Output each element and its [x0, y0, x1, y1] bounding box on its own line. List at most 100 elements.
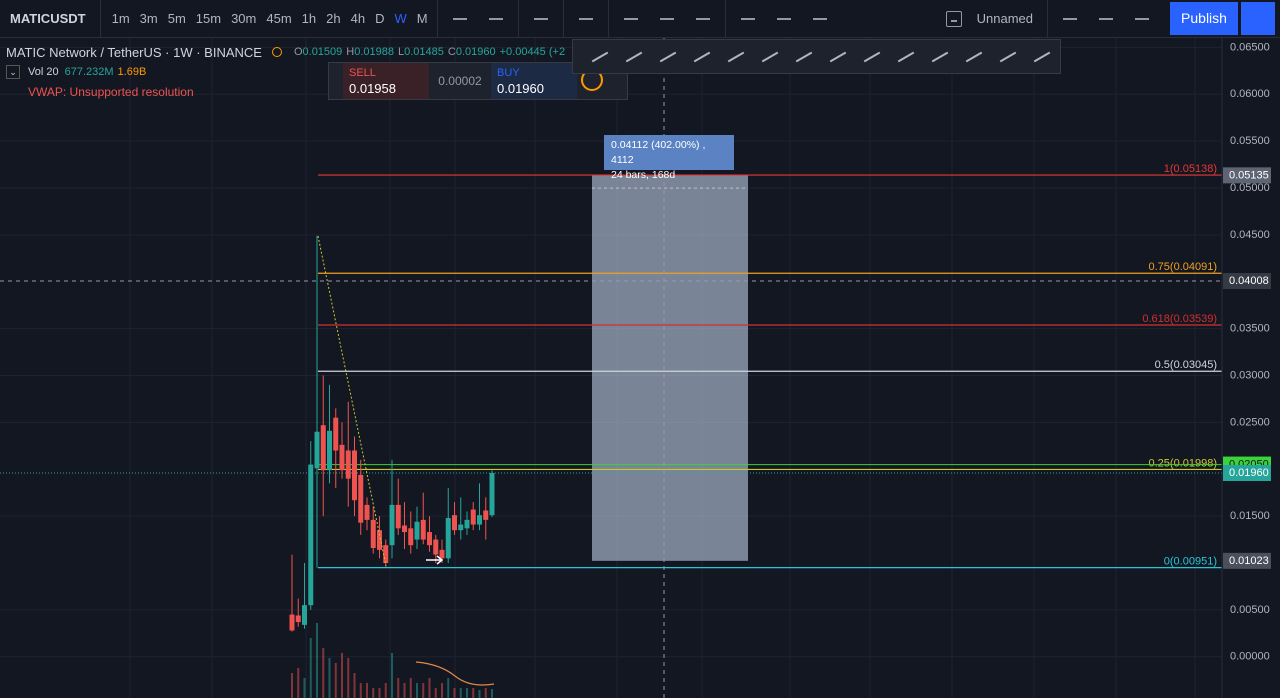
y-tick-label: 0.03000 [1230, 369, 1270, 381]
trade-panel: SELL 0.01958 0.00002 BUY 0.01960 [328, 62, 628, 100]
volume-bar [334, 663, 337, 698]
tool[interactable] [688, 47, 716, 67]
compare-button[interactable] [530, 10, 552, 28]
ohlc: O 0.01509 H 0.01988 L 0.01485 C 0.01960 [294, 46, 500, 58]
volume-bar [359, 683, 362, 698]
tool[interactable] [756, 47, 784, 67]
snapshot-button[interactable] [1131, 10, 1153, 28]
separator [517, 0, 519, 38]
separator [724, 0, 726, 38]
tool[interactable] [586, 47, 614, 67]
interval-button[interactable]: M [416, 11, 428, 26]
volume-value: 677.232M [64, 66, 114, 78]
tool[interactable] [960, 47, 988, 67]
bar-style-button[interactable] [485, 10, 507, 28]
publish-button[interactable]: Publish [1170, 2, 1238, 35]
sell-price: 0.01958 [349, 81, 396, 96]
interval-button[interactable]: 3m [139, 11, 158, 26]
volume-bar [372, 688, 375, 698]
tool[interactable] [722, 47, 750, 67]
candle-body [470, 509, 476, 525]
y-tick-label: 0.00500 [1230, 604, 1270, 616]
volume-bar [472, 688, 475, 698]
interval-button[interactable]: D [375, 11, 385, 26]
top-toolbar: MATICUSDT 1m 3m 5m 15m 30m 45m 1h 2h 4h D W M Unnam… [0, 0, 1280, 38]
tool[interactable] [926, 47, 954, 67]
play-button[interactable] [1241, 2, 1275, 35]
volume-bar [316, 623, 318, 698]
indicators-button[interactable] [575, 10, 597, 28]
price-axis [1222, 38, 1280, 698]
volume-label: Vol 20 [28, 66, 59, 78]
sell-label: SELL [349, 67, 376, 79]
interval-button[interactable]: 30m [231, 11, 257, 26]
collapse-button[interactable]: ⌄ [6, 65, 20, 79]
sell-button[interactable]: SELL 0.01958 [343, 63, 429, 99]
tool[interactable] [994, 47, 1022, 67]
candle-body [295, 615, 301, 623]
layout-button[interactable] [945, 10, 962, 27]
candle-body [302, 605, 307, 625]
fib-label: 0.618(0.03539) [1142, 313, 1217, 325]
alert-button[interactable] [692, 10, 714, 28]
interval-button[interactable]: 15m [195, 11, 222, 26]
settings-button[interactable] [1059, 10, 1081, 28]
candle-body [420, 519, 426, 540]
buy-label: BUY [497, 67, 520, 79]
tool[interactable] [654, 47, 682, 67]
volume-bar [347, 658, 350, 698]
volume-bar [309, 638, 312, 698]
status-dot [271, 47, 282, 57]
interval-button[interactable]: 45m [266, 11, 292, 26]
chart-type-button[interactable] [449, 10, 471, 28]
volume-bar [397, 678, 400, 698]
interval-button[interactable]: 1m [111, 11, 130, 26]
tool[interactable] [824, 47, 852, 67]
interval-button[interactable]: 2h [326, 11, 341, 26]
tool[interactable] [858, 47, 886, 67]
volume-bar [491, 689, 493, 698]
fullscreen-button[interactable] [1095, 10, 1117, 28]
interval-button[interactable]: 5m [167, 11, 186, 26]
candle-body [427, 532, 432, 546]
undo-button[interactable] [773, 10, 795, 28]
redo-button[interactable] [809, 10, 831, 28]
price-tag [1223, 167, 1271, 184]
tool[interactable] [620, 47, 648, 67]
candle-body [395, 504, 401, 529]
interval-button[interactable]: 1h [301, 11, 317, 26]
tool[interactable] [790, 47, 818, 67]
ohlc-label: H [346, 46, 355, 58]
templates-button[interactable] [656, 10, 678, 28]
replay-button[interactable] [737, 10, 759, 28]
candle-body [289, 614, 295, 631]
ohlc-label: C [447, 46, 456, 58]
volume-bar [447, 678, 450, 698]
interval-button[interactable]: W [394, 11, 407, 26]
candle-body [377, 530, 382, 550]
candle-body [352, 450, 357, 501]
ohlc-label: O [293, 46, 303, 58]
volume-bar [484, 688, 487, 698]
price-tag-label: 0.05135 [1229, 169, 1269, 181]
separator [607, 0, 609, 38]
interval-button[interactable]: 4h [350, 11, 366, 26]
separator [1047, 0, 1048, 38]
financials-button[interactable] [620, 10, 642, 28]
ohlc-value: 0.01988 [354, 46, 394, 58]
symbol[interactable]: MATICUSDT [0, 0, 101, 38]
volume-bar [378, 688, 381, 698]
layout-name[interactable]: Unnamed [976, 11, 1033, 26]
volume-bar [341, 653, 343, 698]
buy-button[interactable]: BUY 0.01960 [491, 63, 577, 99]
candle-body [477, 515, 482, 525]
volume-bar [353, 673, 356, 698]
candle-body [327, 430, 332, 471]
volume-bar [322, 648, 325, 698]
measure-tooltip: 0.04112 (402.00%) , 4112 24 bars, 168d [604, 135, 734, 181]
candle-body [402, 525, 407, 533]
tool[interactable] [1028, 47, 1056, 67]
tool[interactable] [892, 47, 920, 67]
drawing-toolbar [572, 39, 1061, 74]
